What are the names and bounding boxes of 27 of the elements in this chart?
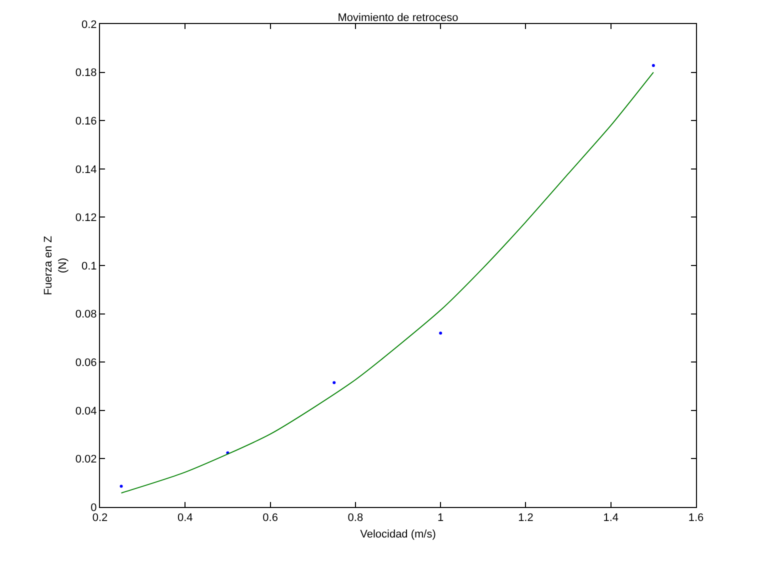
point [120,484,123,488]
y-tick-label: 0.14 [75,164,97,176]
x-tick-label: 0.8 [348,512,364,524]
y-axis-title: Fuerza en Z (N) [42,236,70,296]
point [332,381,336,384]
y-tick-label: 0.02 [75,454,97,466]
point [439,332,442,335]
x-tick-label: 0.4 [177,512,193,524]
chart-title: Movimiento de retroceso [338,12,458,24]
y-tick-label: 0.2 [82,18,97,31]
x-tick-label: 0.2 [92,512,108,524]
y-tick-label: 0.12 [75,212,97,224]
y-tick-label: 0.04 [75,405,97,418]
y-tick-label: 0 [90,502,97,514]
line-series [120,72,654,494]
x-tick-label: 1.2 [518,512,534,524]
y-tick-label: 0.18 [75,67,97,80]
x-axis-title: Velocidad (m/s) [360,528,436,540]
x-tick-label: 0.6 [262,512,278,524]
point [652,64,655,68]
y-tick-label: 0.08 [75,308,97,321]
x-tick-label: 1.6 [688,512,704,524]
x-tick-label: 1 [438,512,444,524]
x-tick-label: 1.4 [603,512,619,524]
y-tick-label: 0.1 [82,260,97,272]
y-tick-label: 0.16 [75,115,97,128]
y-tick-label: 0.06 [75,356,97,369]
